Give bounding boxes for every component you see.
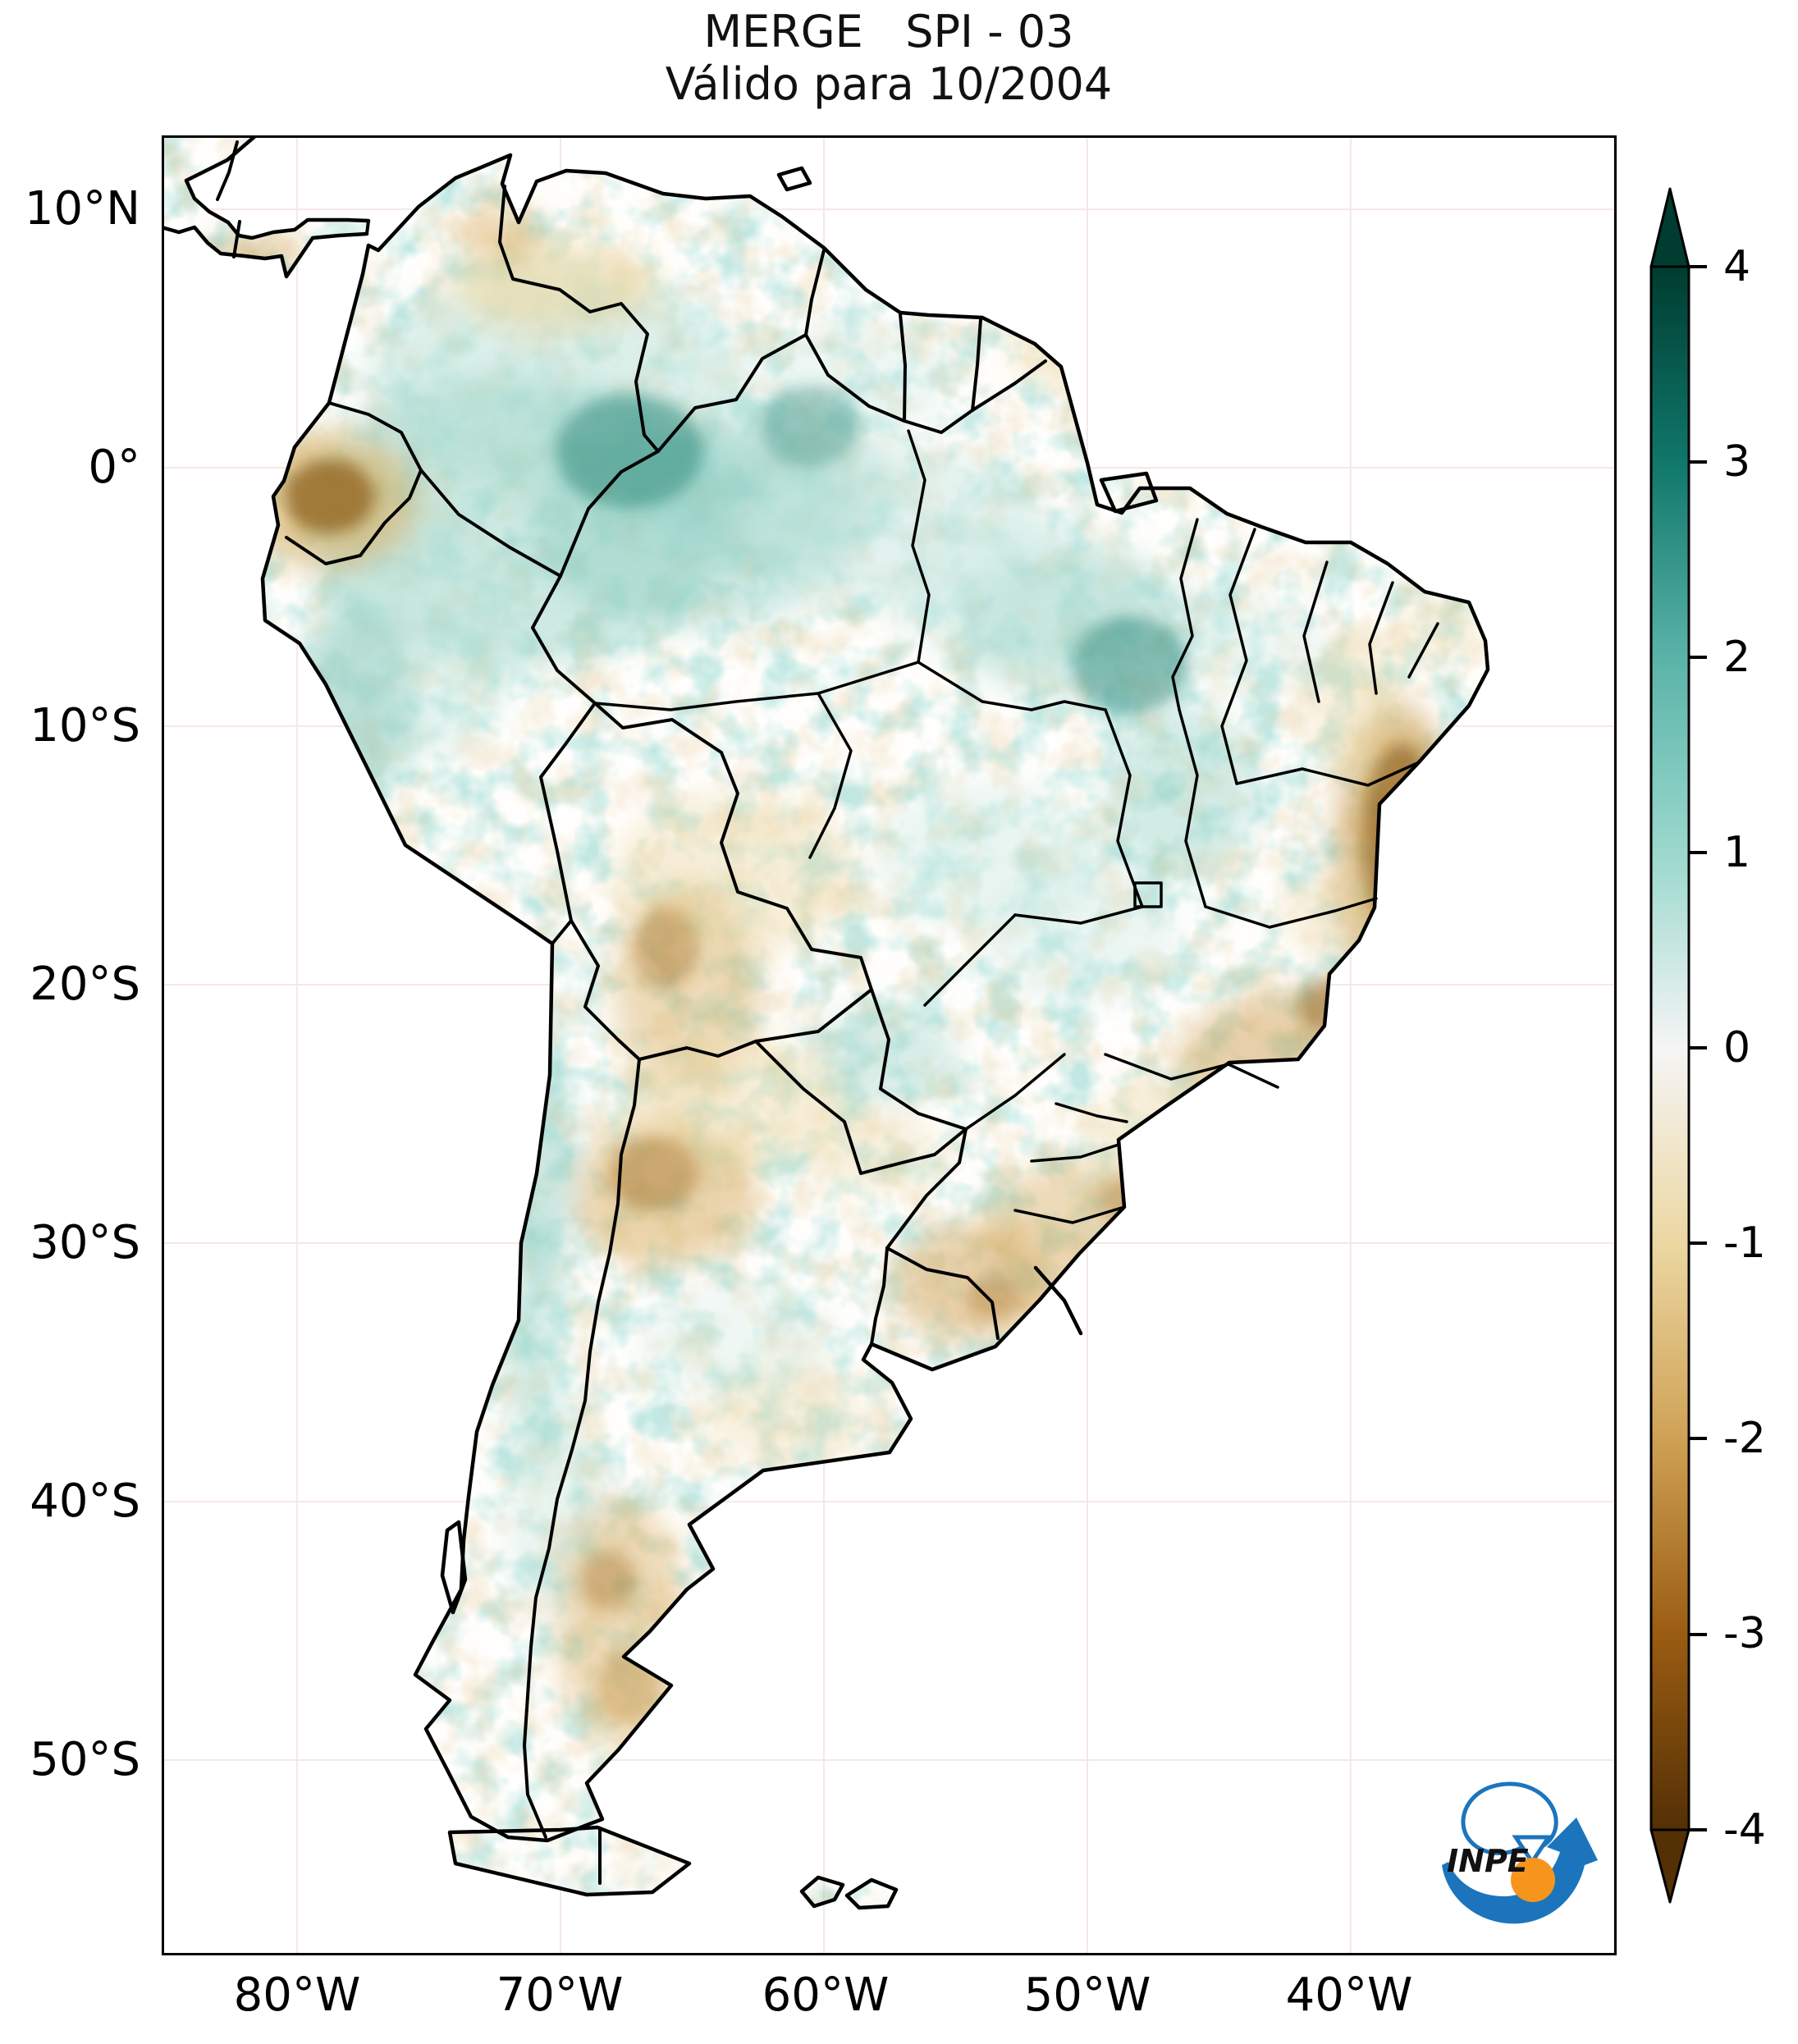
lon-label-40w: 40°W (1285, 1969, 1413, 2022)
cb-label-m3: -3 (1723, 1609, 1766, 1658)
cb-label-2: 2 (1723, 633, 1751, 682)
lat-label-10s: 10°S (30, 699, 140, 752)
colorbar-arrow-down (1649, 1828, 1690, 1904)
lon-label-60w: 60°W (762, 1969, 890, 2022)
colorbar (1649, 187, 1707, 1904)
south-america-spi-map (162, 135, 1617, 1955)
cb-label-3: 3 (1723, 437, 1751, 487)
cb-label-4: 4 (1723, 242, 1751, 291)
inpe-spiral-icon (1461, 1781, 1558, 1855)
colorbar-tick-marks (1689, 265, 1707, 1831)
cb-label-0: 0 (1723, 1023, 1751, 1072)
lon-label-70w: 70°W (496, 1969, 624, 2022)
lat-label-50s: 50°S (30, 1733, 140, 1786)
colorbar-gradient (1649, 265, 1690, 1831)
inpe-logo: INPE (1442, 1781, 1598, 1924)
cb-label-m4: -4 (1723, 1805, 1766, 1854)
inpe-swoosh-icon (1442, 1818, 1598, 1924)
cb-label-m2: -2 (1723, 1414, 1766, 1463)
lon-label-80w: 80°W (233, 1969, 361, 2022)
inpe-orange-dot (1511, 1858, 1555, 1902)
page-title: MERGE SPI - 03 (703, 6, 1074, 57)
inpe-wordmark: INPE (1447, 1843, 1529, 1879)
lat-label-20s: 20°S (30, 958, 140, 1011)
lat-label-10n: 10°N (24, 182, 140, 235)
inpe-spiral-arrowhead-icon (1512, 1835, 1553, 1866)
cb-label-1: 1 (1723, 828, 1751, 877)
lat-label-30s: 30°S (30, 1216, 140, 1269)
country-borders (216, 140, 1047, 1885)
map-frame (162, 135, 1617, 1955)
lon-label-50w: 50°W (1023, 1969, 1151, 2022)
cb-label-m1: -1 (1723, 1219, 1766, 1268)
colorbar-arrow-up (1649, 187, 1690, 268)
lat-label-40s: 40°S (30, 1475, 140, 1528)
page-subtitle: Válido para 10/2004 (665, 58, 1113, 110)
lat-label-0: 0° (88, 441, 140, 494)
state-borders (593, 429, 1439, 1224)
coastlines (162, 135, 1490, 1910)
